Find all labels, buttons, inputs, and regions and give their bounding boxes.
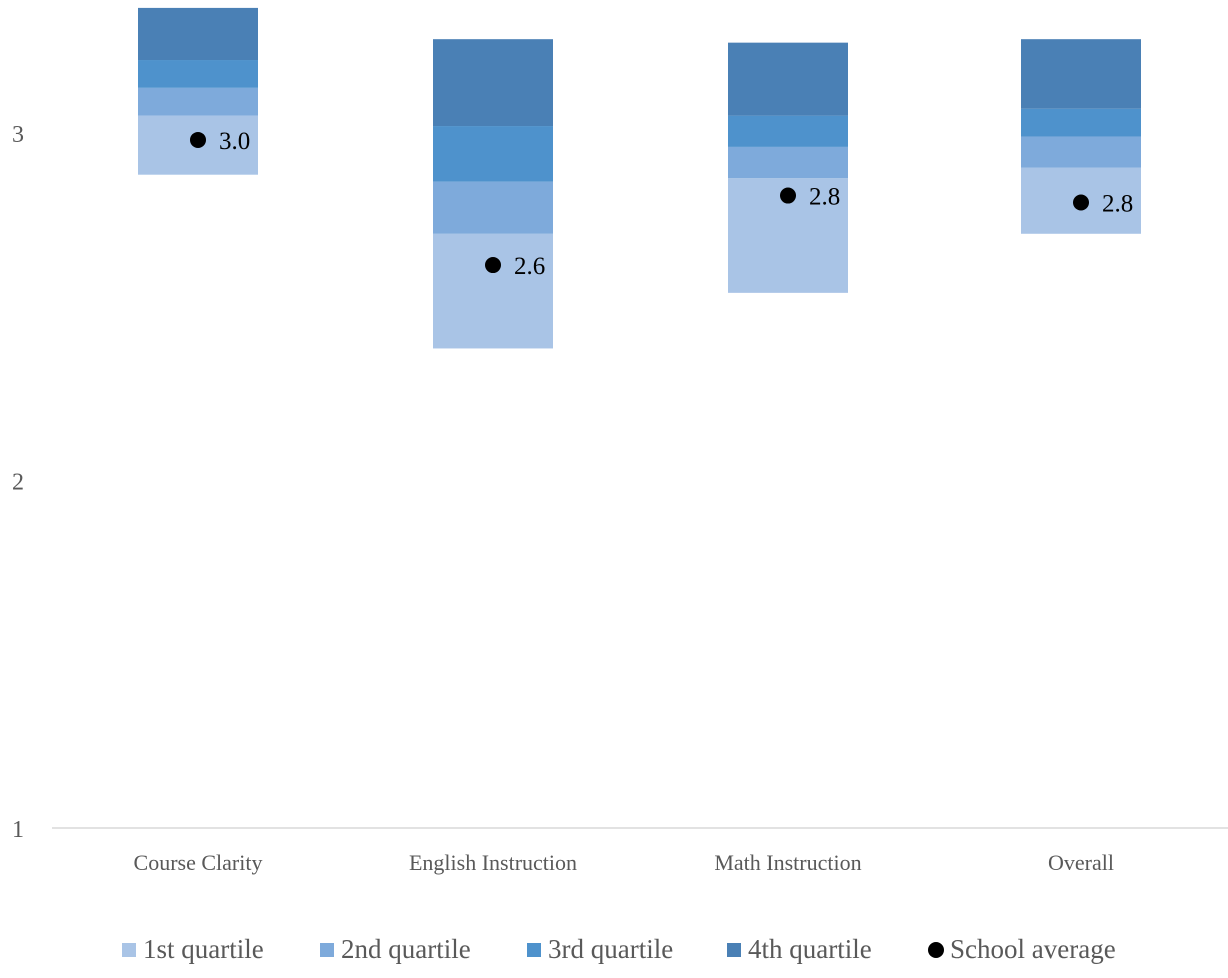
legend-label: 1st quartile	[143, 934, 264, 964]
bar-segment-q4	[728, 42, 848, 116]
bar-segment-q2	[728, 146, 848, 179]
legend-label: School average	[950, 934, 1116, 964]
bar-segment-q2	[1021, 136, 1141, 168]
x-category-label: Course Clarity	[134, 850, 263, 875]
bar-segment-q3	[728, 115, 848, 147]
legend-swatch	[527, 943, 541, 957]
x-category-label: Overall	[1048, 850, 1114, 875]
legend-label: 2nd quartile	[341, 934, 471, 964]
legend-swatch	[727, 943, 741, 957]
school-average-marker	[1073, 194, 1089, 211]
bar-segment-q4	[138, 7, 258, 61]
school-average-marker	[485, 257, 501, 274]
school-average-label: 3.0	[219, 128, 250, 155]
bar-segment-q1	[433, 233, 553, 349]
school-average-marker	[190, 131, 206, 148]
bar-segment-q4	[1021, 39, 1141, 109]
school-average-marker	[780, 187, 796, 204]
x-category-label: Math Instruction	[714, 850, 861, 875]
legend-swatch	[320, 943, 334, 957]
legend-label: 3rd quartile	[548, 934, 673, 964]
legend-label: 4th quartile	[748, 934, 872, 964]
bar-segment-q3	[433, 126, 553, 182]
y-tick-label: 1	[12, 817, 24, 843]
school-average-label: 2.8	[1102, 191, 1133, 218]
y-tick-label: 3	[12, 122, 24, 148]
y-tick-label: 2	[12, 470, 24, 496]
bar-segment-q3	[1021, 108, 1141, 137]
x-category-label: English Instruction	[409, 850, 577, 875]
bar-segment-q3	[138, 60, 258, 88]
bar-segment-q2	[138, 87, 258, 116]
school-average-label: 2.8	[809, 184, 840, 211]
school-average-label: 2.6	[514, 253, 545, 280]
bar-segment-q4	[433, 39, 553, 127]
legend-marker	[928, 942, 944, 958]
bar-segment-q2	[433, 181, 553, 234]
legend-swatch	[122, 943, 136, 957]
